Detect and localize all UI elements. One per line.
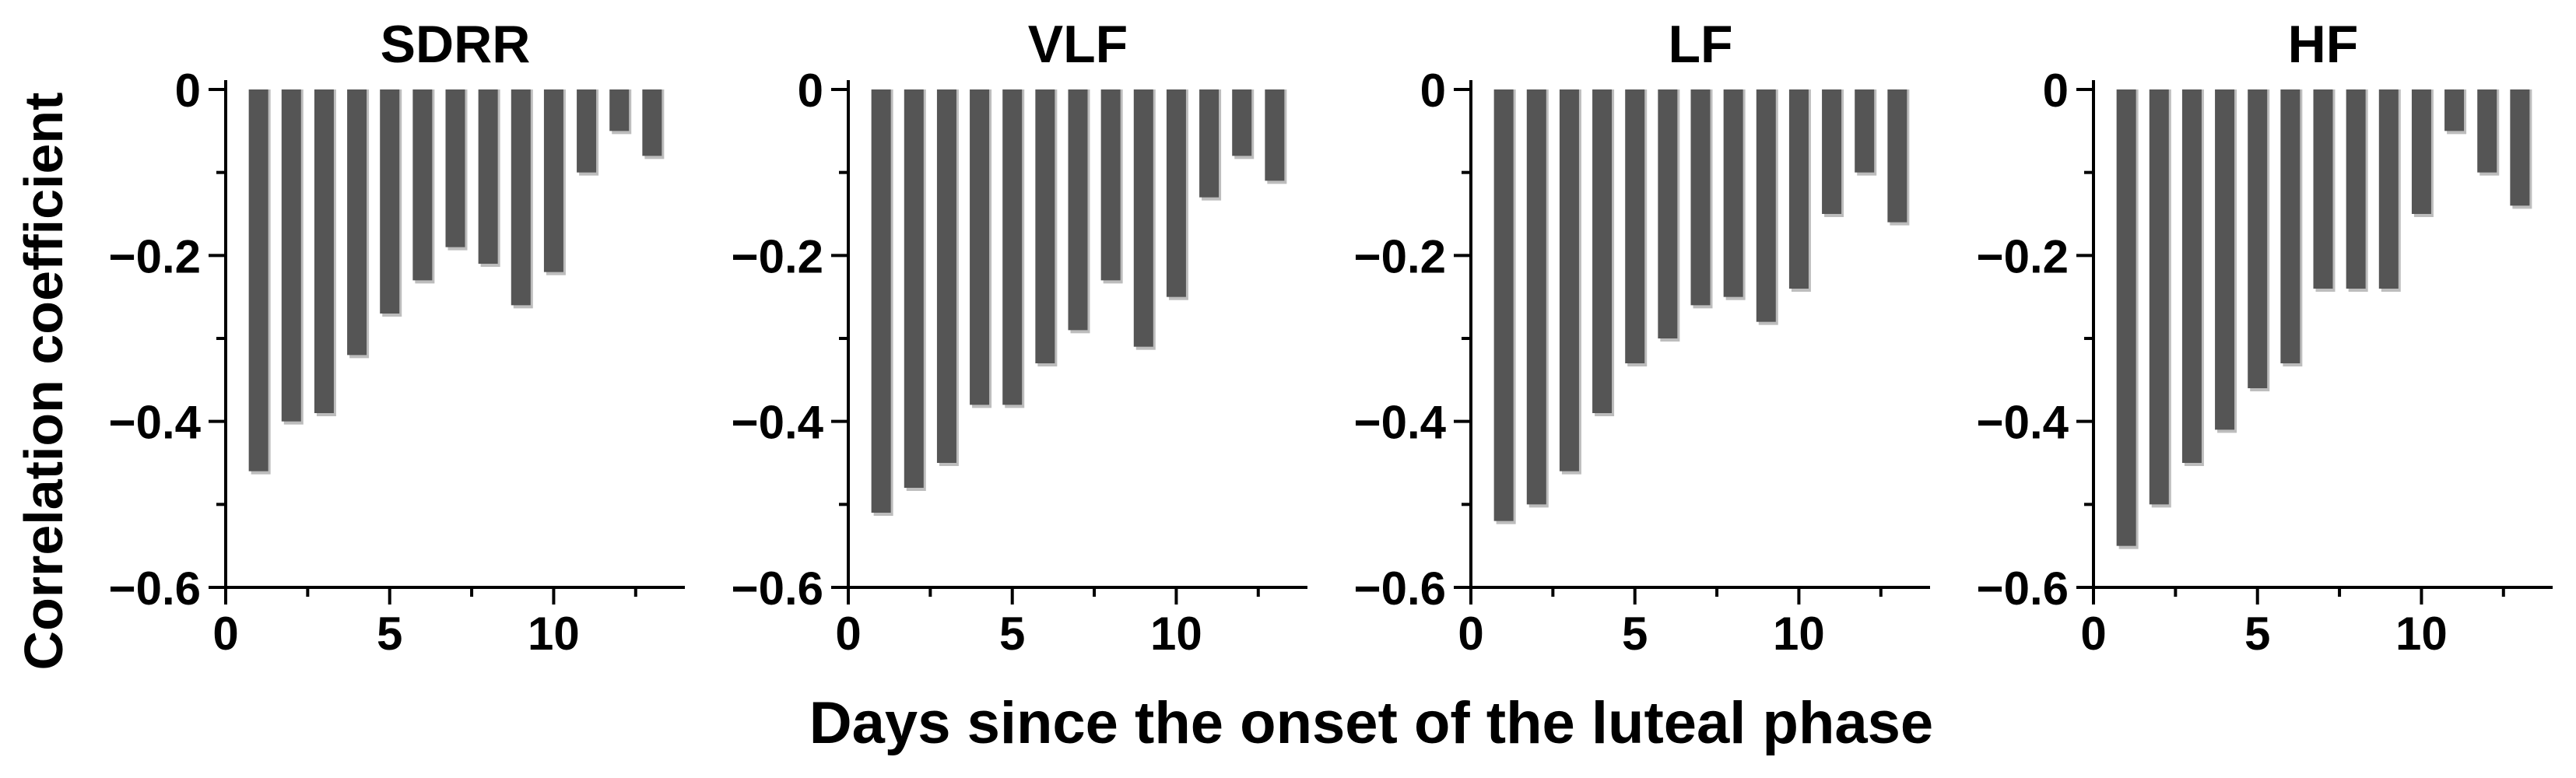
bar — [871, 89, 891, 513]
y-tick-label: −0.4 — [1977, 397, 2069, 449]
bar — [1166, 89, 1186, 297]
y-tick-label: −0.2 — [109, 230, 201, 282]
bar — [380, 89, 400, 314]
panel-title: VLF — [1028, 15, 1128, 74]
bar — [1035, 89, 1055, 363]
bar — [511, 89, 531, 306]
y-tick-label: −0.4 — [1354, 397, 1447, 449]
bar — [1100, 89, 1121, 281]
bar — [1232, 89, 1252, 156]
bar — [314, 89, 334, 413]
x-tick-label: 10 — [1150, 608, 1202, 660]
y-tick-label: 0 — [175, 65, 201, 117]
bar — [642, 89, 662, 156]
y-axis-label: Correlation coefficient — [13, 93, 74, 671]
bar — [2411, 89, 2431, 214]
bar — [609, 89, 630, 131]
bar — [1887, 89, 1907, 223]
x-tick-label: 10 — [528, 608, 580, 660]
x-tick-label: 0 — [1458, 608, 1483, 660]
bar — [2248, 89, 2268, 388]
bar — [904, 89, 924, 488]
x-tick-label: 5 — [1622, 608, 1648, 660]
bar — [347, 89, 367, 356]
y-tick-label: −0.4 — [732, 397, 824, 449]
bar — [1068, 89, 1088, 331]
x-tick-label: 5 — [2244, 608, 2270, 660]
bar — [1493, 89, 1514, 521]
bar — [1199, 89, 1220, 198]
y-tick-label: −0.2 — [1977, 230, 2069, 282]
bar — [445, 89, 465, 247]
bar — [2346, 89, 2366, 289]
bar — [1723, 89, 1743, 297]
y-tick-label: −0.6 — [732, 562, 823, 615]
bar — [478, 89, 498, 264]
bar — [1002, 89, 1023, 405]
y-tick-label: −0.6 — [109, 562, 201, 615]
y-tick-label: −0.2 — [732, 230, 823, 282]
bar — [2444, 89, 2465, 131]
y-tick-label: −0.6 — [1354, 562, 1446, 615]
bar — [1625, 89, 1645, 363]
bar — [2280, 89, 2301, 363]
bar — [2510, 89, 2530, 206]
bar — [1788, 89, 1809, 289]
y-tick-label: 0 — [1420, 65, 1446, 117]
x-tick-label: 0 — [835, 608, 861, 660]
bar — [936, 89, 956, 463]
bar-group — [248, 89, 665, 475]
bar — [1592, 89, 1613, 413]
x-axis-label: Days since the onset of the luteal phase — [809, 690, 1933, 756]
x-tick-label: 0 — [2080, 608, 2106, 660]
bar — [248, 89, 268, 471]
x-tick-label: 10 — [2395, 608, 2448, 660]
bar-group — [1493, 89, 1910, 524]
bar — [1822, 89, 1842, 214]
panel-hf: HF0−0.2−0.4−0.60 5 10 — [1977, 15, 2553, 660]
panel-title: SDRR — [381, 15, 531, 74]
bar — [1690, 89, 1711, 306]
bar — [2477, 89, 2497, 173]
bar — [1265, 89, 1285, 181]
y-tick-label: −0.4 — [109, 397, 202, 449]
bar — [1133, 89, 1153, 347]
bar — [2181, 89, 2202, 463]
bar — [577, 89, 597, 173]
panel-title: HF — [2288, 15, 2359, 74]
x-tick-label: 10 — [1773, 608, 1825, 660]
bar — [2378, 89, 2399, 289]
x-tick-label: 0 — [212, 608, 238, 660]
bar-group — [2116, 89, 2532, 549]
bar — [1658, 89, 1678, 338]
bar — [1756, 89, 1776, 322]
bar — [1855, 89, 1875, 173]
bar — [2313, 89, 2333, 289]
panel-lf: LF0−0.2−0.4−0.60 5 10 — [1354, 15, 1930, 660]
panel-title: LF — [1668, 15, 1732, 74]
bar — [2149, 89, 2169, 505]
bar — [1559, 89, 1579, 471]
bar — [2215, 89, 2235, 430]
bar — [281, 89, 301, 422]
y-tick-label: −0.2 — [1354, 230, 1446, 282]
bar — [543, 89, 563, 272]
bar — [2116, 89, 2136, 546]
y-tick-label: −0.6 — [1977, 562, 2069, 615]
x-tick-label: 5 — [999, 608, 1025, 660]
bar — [970, 89, 990, 405]
bar — [1526, 89, 1546, 505]
y-tick-label: 0 — [2043, 65, 2069, 117]
x-tick-label: 5 — [377, 608, 402, 660]
bar — [412, 89, 433, 281]
bar-group — [871, 89, 1287, 516]
y-tick-label: 0 — [798, 65, 823, 117]
